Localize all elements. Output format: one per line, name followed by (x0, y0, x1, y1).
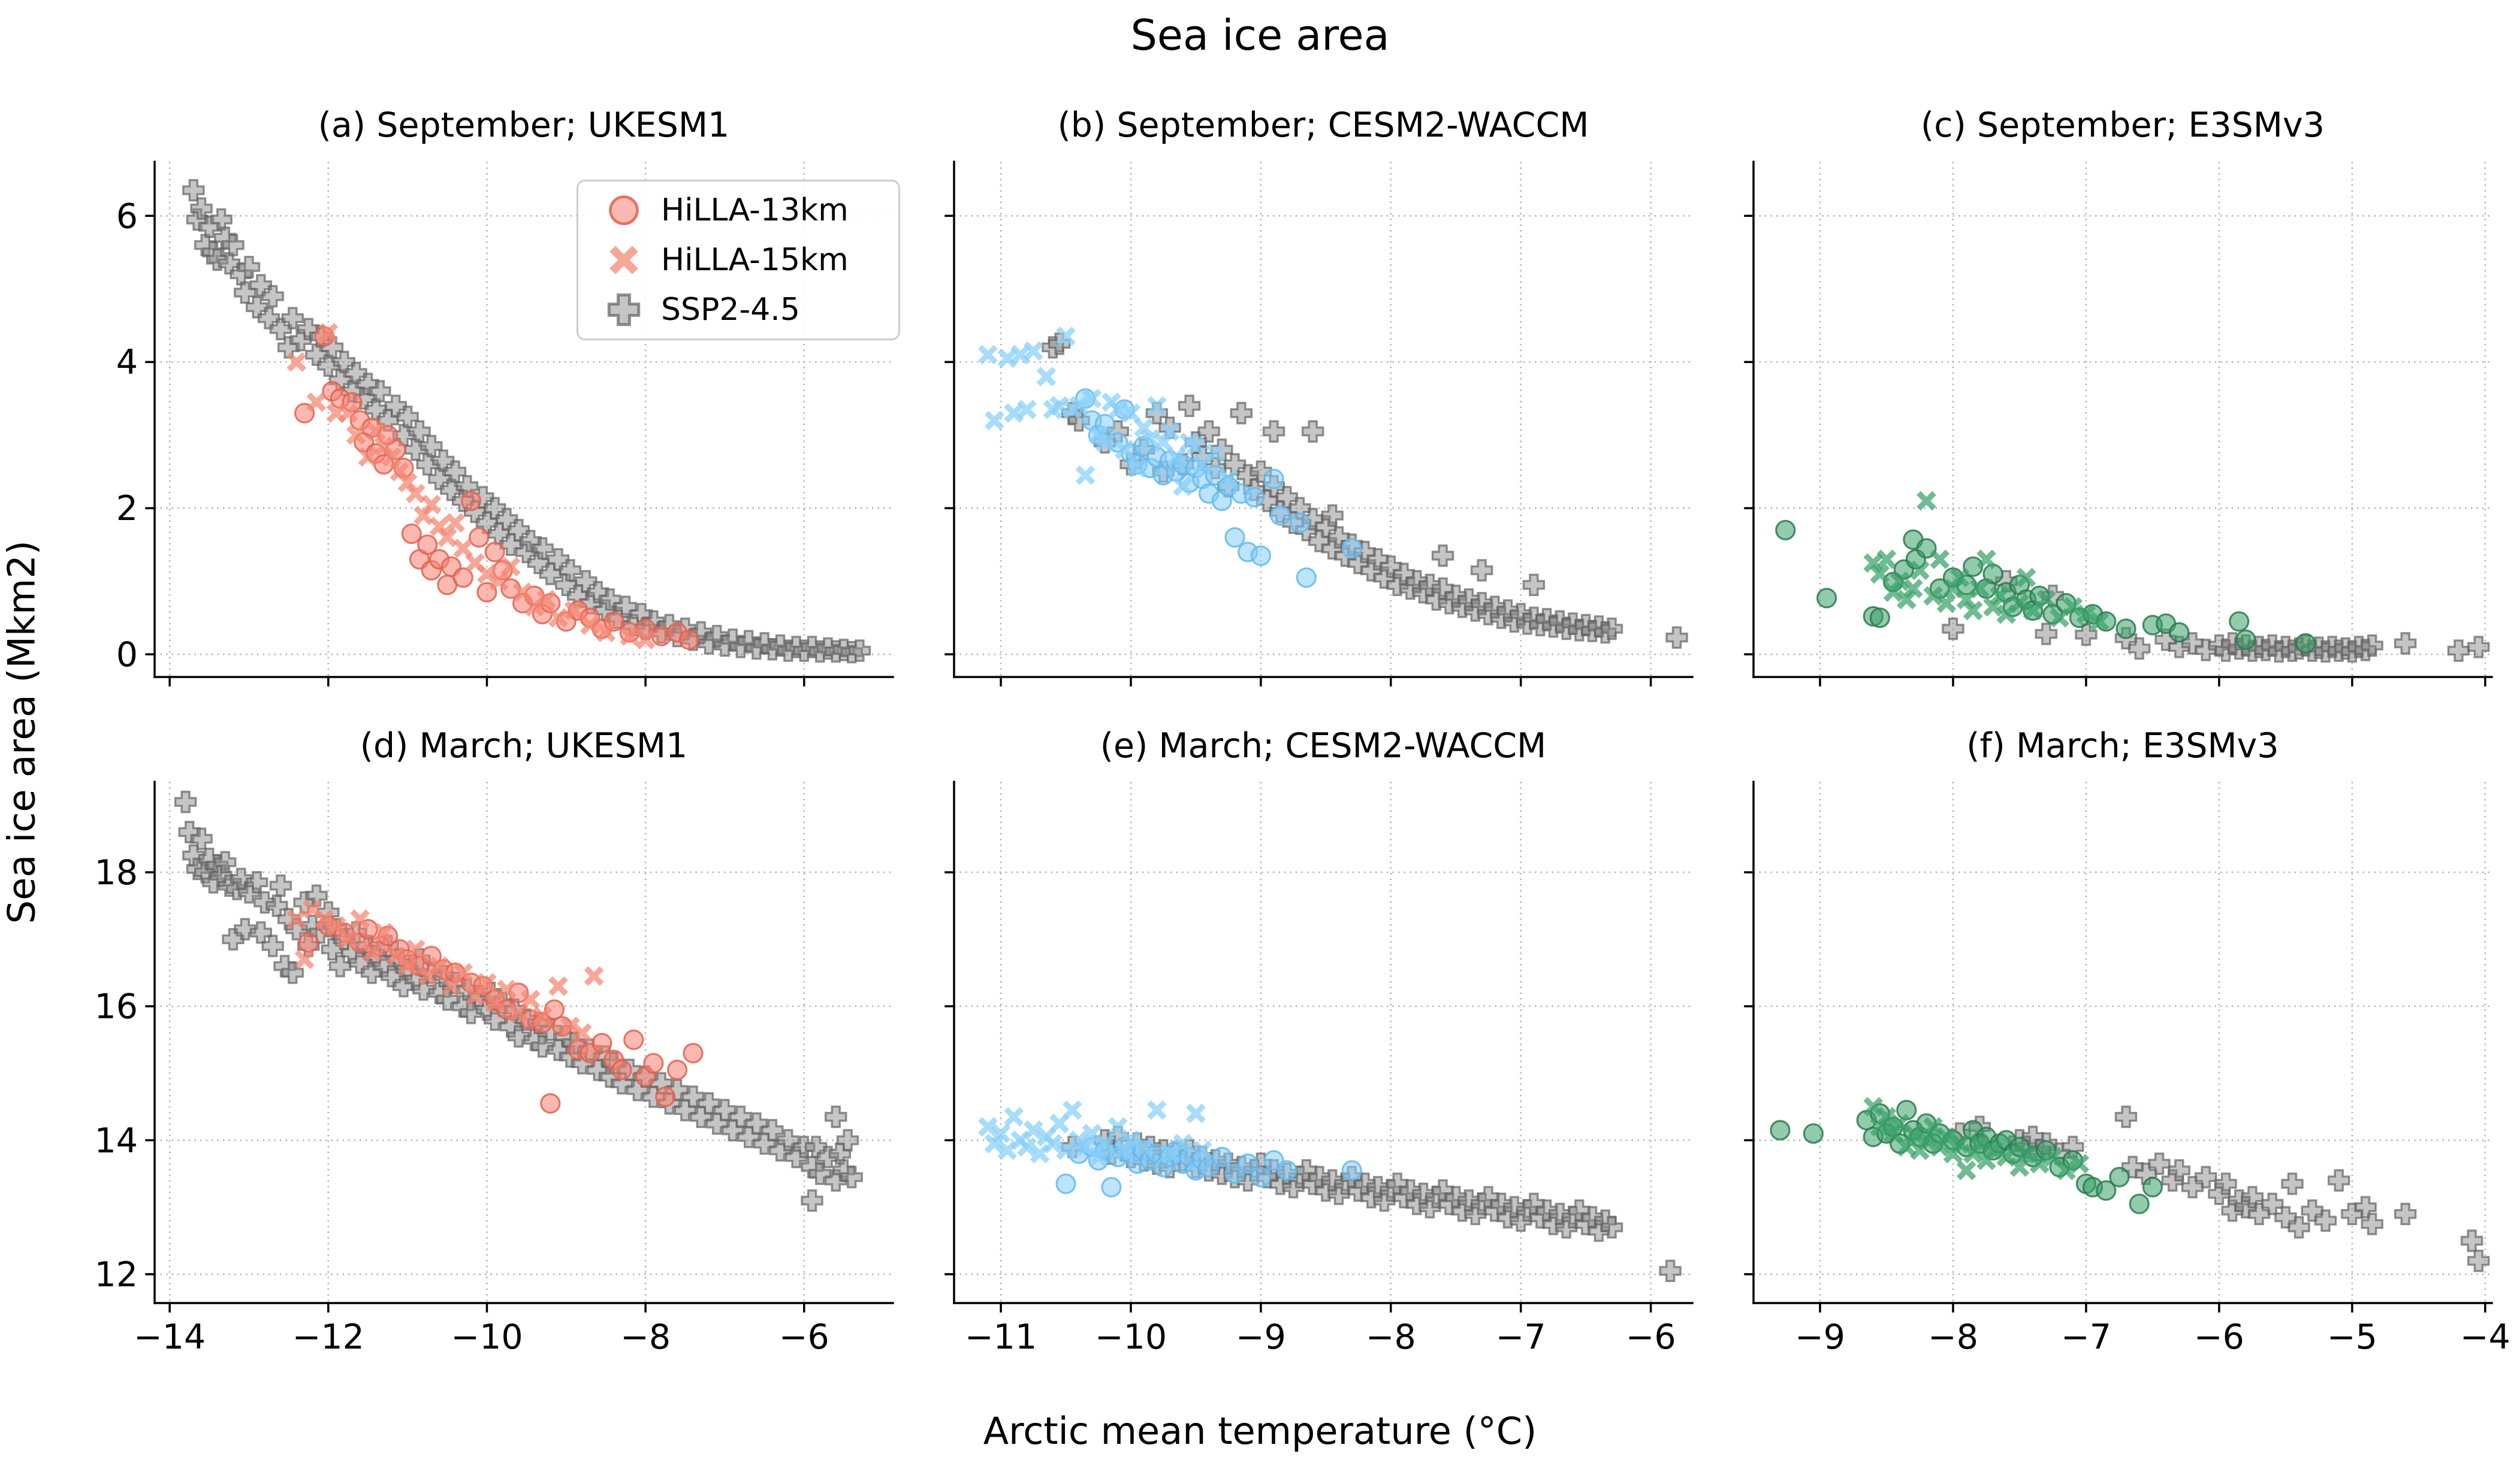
series-ssp2-4.5-plus-markers (1948, 1105, 2490, 1272)
series-hilla-13km-circle-markers (298, 915, 704, 1114)
x-tick-label: −9 (1795, 1317, 1845, 1357)
y-axis-label: Sea ice area (Mkm2) (0, 540, 44, 924)
x-axis-label: Arctic mean temperature (°C) (983, 1409, 1537, 1453)
series-hilla-15km-x-markers (1863, 1096, 2090, 1180)
figure-title: Sea ice area (1130, 11, 1390, 60)
subplot-title-d: (d) March; UKESM1 (360, 726, 688, 766)
subplot-title-c: (c) September; E3SMv3 (1921, 105, 2325, 145)
x-tick-label: −8 (1366, 1317, 1416, 1357)
panel-d: −14 −12 −10 −8 −6 12 14 16 18 (94, 781, 894, 1357)
panel-b (944, 161, 1694, 687)
x-tick-label: −10 (1095, 1317, 1167, 1357)
legend-label: SSP2-4.5 (661, 292, 800, 328)
x-tick-label: −14 (134, 1317, 206, 1357)
series-hilla-15km-x-markers (978, 1100, 1212, 1167)
x-tick-label: −8 (1928, 1317, 1978, 1357)
subplot-title-f: (f) March; E3SMv3 (1966, 726, 2279, 766)
legend-item-ssp2-45: SSP2-4.5 (605, 291, 898, 329)
legend-label: HiLLA-13km (661, 192, 849, 228)
x-tick-label: −6 (2194, 1317, 2244, 1357)
x-tick-label: −10 (451, 1317, 523, 1357)
x-tick-label: −6 (779, 1317, 829, 1357)
x-tick-label: −5 (2327, 1317, 2377, 1357)
y-tick-label: 12 (94, 1255, 138, 1295)
series-hilla-15km-x-markers (1863, 491, 2109, 631)
y-tick-label: 2 (116, 489, 138, 528)
legend-item-hilla-15km: HiLLA-15km (605, 241, 898, 279)
x-marker-icon (609, 246, 638, 274)
y-tick-label: 14 (94, 1121, 138, 1160)
plus-marker-icon (607, 294, 641, 327)
x-tick-label: −6 (1626, 1317, 1676, 1357)
legend-box: HiLLA-13km HiLLA-15km SSP2-4.5 (577, 180, 900, 340)
panel-e: −11 −10 −9 −8 −7 −6 (944, 781, 1694, 1357)
y-tick-label: 6 (116, 197, 138, 236)
panel-f: −9 −8 −7 −6 −5 −4 (1744, 781, 2510, 1357)
panel-a: 0 2 4 6 (116, 161, 894, 687)
y-tick-label: 4 (116, 343, 138, 382)
series-hilla-13km-circle-markers (1075, 388, 1362, 588)
x-tick-label: −8 (620, 1317, 671, 1357)
subplot-title-e: (e) March; CESM2-WACCM (1100, 726, 1547, 766)
subplot-title-b: (b) September; CESM2-WACCM (1057, 105, 1589, 145)
y-tick-label: 16 (94, 987, 138, 1027)
circle-marker-icon (609, 195, 639, 225)
x-tick-label: −4 (2460, 1317, 2510, 1357)
x-tick-label: −7 (2061, 1317, 2111, 1357)
x-tick-label: −12 (292, 1317, 364, 1357)
y-tick-label: 0 (116, 635, 138, 675)
series-hilla-15km-x-markers (286, 323, 656, 650)
panel-c (1744, 161, 2493, 687)
series-ssp2-4.5-plus-markers (182, 179, 871, 664)
x-tick-label: −9 (1236, 1317, 1286, 1357)
subplot-title-a: (a) September; UKESM1 (318, 105, 730, 145)
series-ssp2-4.5-plus-markers (1042, 333, 1688, 649)
series-hilla-15km-x-markers (286, 899, 604, 1043)
x-tick-label: −11 (965, 1317, 1037, 1357)
series-hilla-15km-x-markers (978, 327, 1239, 496)
legend-label: HiLLA-15km (661, 241, 849, 278)
y-tick-label: 18 (94, 853, 138, 893)
legend-item-hilla-13km: HiLLA-13km (605, 191, 898, 229)
x-tick-label: −7 (1496, 1317, 1546, 1357)
